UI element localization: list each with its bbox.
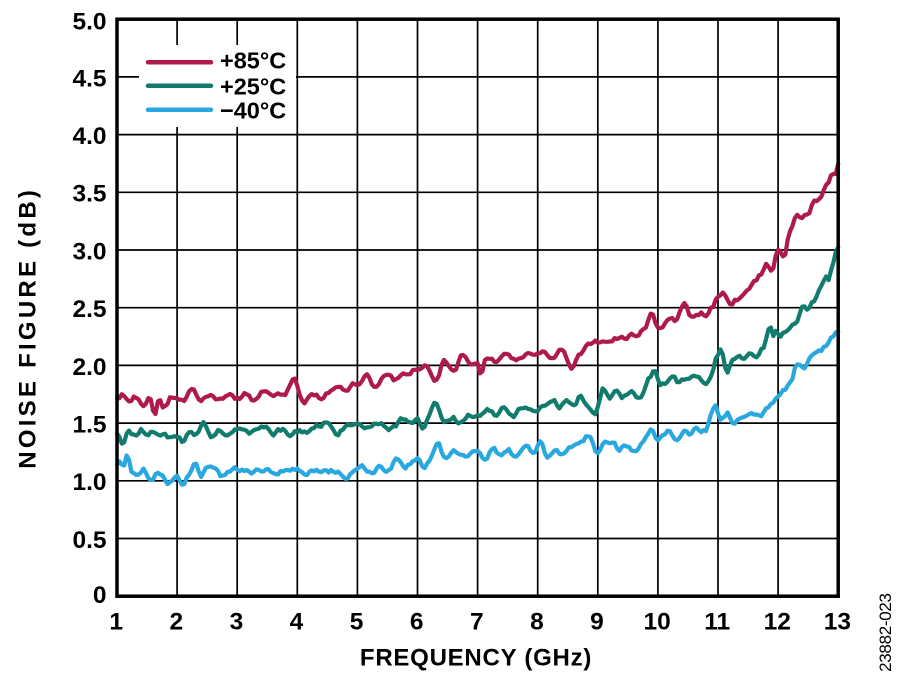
svg-text:4: 4 bbox=[290, 609, 304, 636]
svg-text:23882-023: 23882-023 bbox=[876, 593, 895, 672]
svg-text:4.0: 4.0 bbox=[72, 123, 106, 150]
svg-text:0: 0 bbox=[93, 582, 107, 609]
svg-text:1.0: 1.0 bbox=[72, 469, 106, 496]
svg-text:6: 6 bbox=[410, 609, 424, 636]
svg-text:1.5: 1.5 bbox=[72, 412, 106, 439]
svg-text:2.5: 2.5 bbox=[72, 296, 106, 323]
svg-text:10: 10 bbox=[643, 609, 670, 636]
svg-text:1: 1 bbox=[109, 609, 123, 636]
svg-text:3: 3 bbox=[230, 609, 244, 636]
svg-text:+25°C: +25°C bbox=[220, 73, 286, 99]
svg-text:13: 13 bbox=[824, 609, 851, 636]
svg-text:NOISE FIGURE (dB): NOISE FIGURE (dB) bbox=[15, 187, 42, 469]
svg-text:12: 12 bbox=[764, 609, 791, 636]
svg-text:0.5: 0.5 bbox=[72, 527, 106, 554]
svg-text:3.0: 3.0 bbox=[72, 238, 106, 265]
svg-text:FREQUENCY (GHz): FREQUENCY (GHz) bbox=[360, 645, 592, 672]
svg-text:+85°C: +85°C bbox=[220, 47, 286, 73]
svg-text:8: 8 bbox=[530, 609, 544, 636]
svg-text:2.0: 2.0 bbox=[72, 354, 106, 381]
svg-text:11: 11 bbox=[704, 609, 730, 636]
svg-text:4.5: 4.5 bbox=[72, 65, 106, 92]
svg-text:5.0: 5.0 bbox=[72, 9, 106, 36]
svg-text:3.5: 3.5 bbox=[72, 181, 106, 208]
svg-text:9: 9 bbox=[590, 609, 604, 636]
svg-text:−40°C: −40°C bbox=[220, 98, 286, 124]
svg-text:2: 2 bbox=[169, 609, 183, 636]
svg-text:5: 5 bbox=[350, 609, 364, 636]
svg-text:7: 7 bbox=[470, 609, 484, 636]
